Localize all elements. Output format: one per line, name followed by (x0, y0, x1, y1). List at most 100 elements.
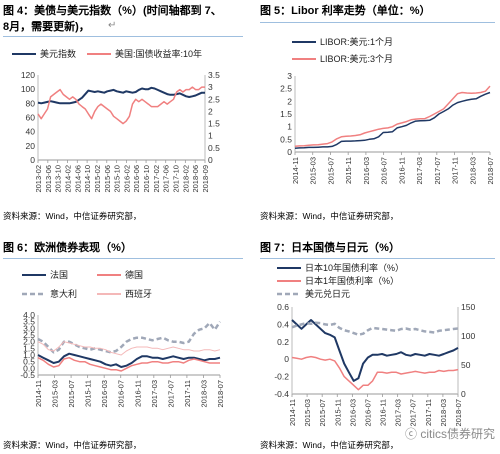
x-tick-label: 2015-02 (93, 165, 102, 193)
x-tick-label: 2018-03 (468, 157, 477, 185)
y-tick-label: 100 (21, 84, 35, 94)
chart-japan-bonds: -0.4 -0.2 0 0.2 0.4 0.6 0 50 100 150 2014-11 2015-0… (274, 262, 475, 427)
y-tick-label: 0.0 (23, 363, 35, 373)
series-line-1 (37, 352, 221, 368)
watermark: ⓒ citics债券研究 (405, 427, 496, 441)
x-tick-label: 2016-11 (397, 157, 406, 184)
y-right-tick-label: 50 (461, 360, 471, 370)
y-tick-label: 0.5 (280, 134, 292, 144)
y-right-tick-label: 3 (208, 82, 213, 92)
x-tick-label: 2015-07 (318, 399, 327, 427)
y-tick-label: 0.2 (277, 337, 289, 347)
x-tick-label: 2013-10 (54, 165, 63, 193)
x-tick-label: 2016-03 (100, 380, 109, 408)
series-line-2 (37, 356, 220, 372)
x-tick-label: 2016-07 (117, 380, 126, 408)
x-tick-label: 2015-06 (103, 165, 112, 193)
x-tick-label: 2017-03 (150, 380, 159, 408)
source-note: 资料来源：Wind，中信证券研究部， (260, 440, 399, 450)
x-tick-label: 2018-06 (191, 165, 200, 193)
panel-europe-bonds: 图 6：欧洲债券表现（%） -0.5 0.0 0.5 1.0 1.5 2.0 2.5 3.0 3… (0, 227, 250, 454)
x-tick-label: 2015-03 (303, 399, 312, 427)
x-tick-label: 2016-10 (142, 165, 151, 193)
x-tick-label: 2016-11 (379, 399, 388, 426)
y-right-tick-label: 0.5 (208, 143, 220, 153)
x-tick-label: 2016-03 (362, 157, 371, 185)
x-tick-label: 2015-03 (51, 380, 60, 408)
y-tick-label: 80 (26, 98, 36, 108)
x-tick-label: 2018-03 (199, 380, 208, 408)
x-tick-label: 2015-10 (113, 165, 122, 193)
y-tick-label: 2.0 (23, 337, 35, 347)
source-note: 资料来源：Wind，中信证券研究部， (3, 211, 142, 221)
x-tick-label: 2013-02 (34, 165, 43, 193)
x-tick-label: 2017-07 (166, 380, 175, 408)
x-tick-label: 2016-07 (363, 399, 372, 427)
series-line-3 (291, 321, 459, 337)
legend-label: 法国 (50, 269, 68, 280)
x-tick-label: 2014-11 (291, 157, 300, 184)
series-line-4 (37, 341, 221, 356)
x-tick-label: 2018-07 (216, 380, 225, 408)
x-tick-label: 2015-07 (67, 380, 76, 408)
y-right-tick-label: 150 (461, 302, 475, 312)
legend-label: 意大利 (50, 288, 77, 299)
source-note: 资料来源：Wind，中信证券研究部， (3, 440, 142, 450)
y-right-tick-label: 1.5 (208, 119, 220, 129)
panel-japan-bonds: 图 7：日本国债与日元（%） -0.4 -0.2 0 0.2 0.4 0.6 0 50 100 1… (250, 227, 500, 454)
chart-libor: 0 0.5 1 1.5 2 2.5 3 2014-11 2015-03 2015-07 2015-1… (280, 36, 495, 185)
title-divider (3, 36, 243, 37)
x-tick-label: 2014-11 (34, 380, 43, 407)
x-tick-label: 2015-11 (84, 380, 93, 407)
series-line-1 (294, 91, 491, 149)
y-tick-label: 40 (26, 127, 36, 137)
legend-label: 美国:国债收益率:10年 (115, 48, 202, 59)
legend-label: 日本1年国债利率（%） (305, 275, 399, 286)
x-tick-label: 2016-06 (132, 165, 141, 193)
title-divider (3, 258, 243, 259)
panel-us-bond-dollar: 图 4：美债与美元指数（%）(时间轴都到 7、 8月，需要更新)， ↵ 0 20 4… (0, 0, 250, 227)
y-tick-label: 1.5 (23, 343, 35, 353)
x-tick-label: 2017-10 (172, 165, 181, 193)
x-tick-label: 2018-07 (454, 399, 463, 427)
y-right-tick-label: 0 (208, 155, 213, 165)
legend-label: 美元兑日元 (305, 288, 350, 299)
legend-label: 日本10年国债利率（%） (305, 262, 404, 273)
x-tick-label: 2014-06 (73, 165, 82, 193)
x-tick-label: 2018-07 (486, 157, 495, 185)
legend-label: LIBOR:美元:3个月 (320, 53, 393, 64)
chart-europe-bonds: -0.50.00.51.01.52.02.53.03.54.0 2014-11 20… (20, 269, 225, 408)
y-right-tick-label: 0 (461, 389, 466, 399)
x-tick-label: 2017-02 (152, 165, 161, 193)
y-tick-label: 2.5 (23, 330, 35, 340)
x-tick-label: 2015-07 (326, 157, 335, 185)
y-tick-label: -0.2 (274, 372, 289, 382)
x-tick-label: 2015-11 (344, 157, 353, 184)
panel-libor: 图 5：Libor 利率走势（单位：%） 0 0.5 1 1.5 2 2.5 3 2014-1… (250, 0, 500, 227)
y-tick-label: 3.0 (23, 323, 35, 333)
series-line-2 (291, 355, 459, 391)
y-tick-label: 60 (26, 113, 36, 123)
series-line-1 (37, 86, 205, 105)
legend-label: LIBOR:美元:1个月 (320, 36, 393, 47)
x-tick-label: 2017-11 (424, 399, 433, 426)
x-tick-label: 2014-10 (83, 165, 92, 193)
x-tick-label: 2017-06 (162, 165, 171, 193)
x-tick-label: 2017-03 (394, 399, 403, 427)
x-tick-label: 2013-06 (44, 165, 53, 193)
title-divider (260, 258, 495, 259)
y-tick-label: 0 (284, 354, 289, 364)
y-right-tick-label: 3.5 (208, 70, 220, 80)
series-line-2 (294, 85, 491, 147)
x-tick-label: 2015-03 (309, 157, 318, 185)
series-line-2 (37, 86, 205, 125)
x-tick-label: 2017-11 (451, 157, 460, 184)
legend-label: 美元指数 (40, 48, 76, 59)
y-tick-label: 1 (287, 122, 292, 132)
y-tick-label: 0.4 (277, 319, 289, 329)
x-tick-label: 2014-02 (63, 165, 72, 193)
legend-label: 西班牙 (125, 288, 152, 299)
y-tick-label: 20 (26, 141, 36, 151)
y-tick-label: -0.5 (20, 370, 35, 380)
